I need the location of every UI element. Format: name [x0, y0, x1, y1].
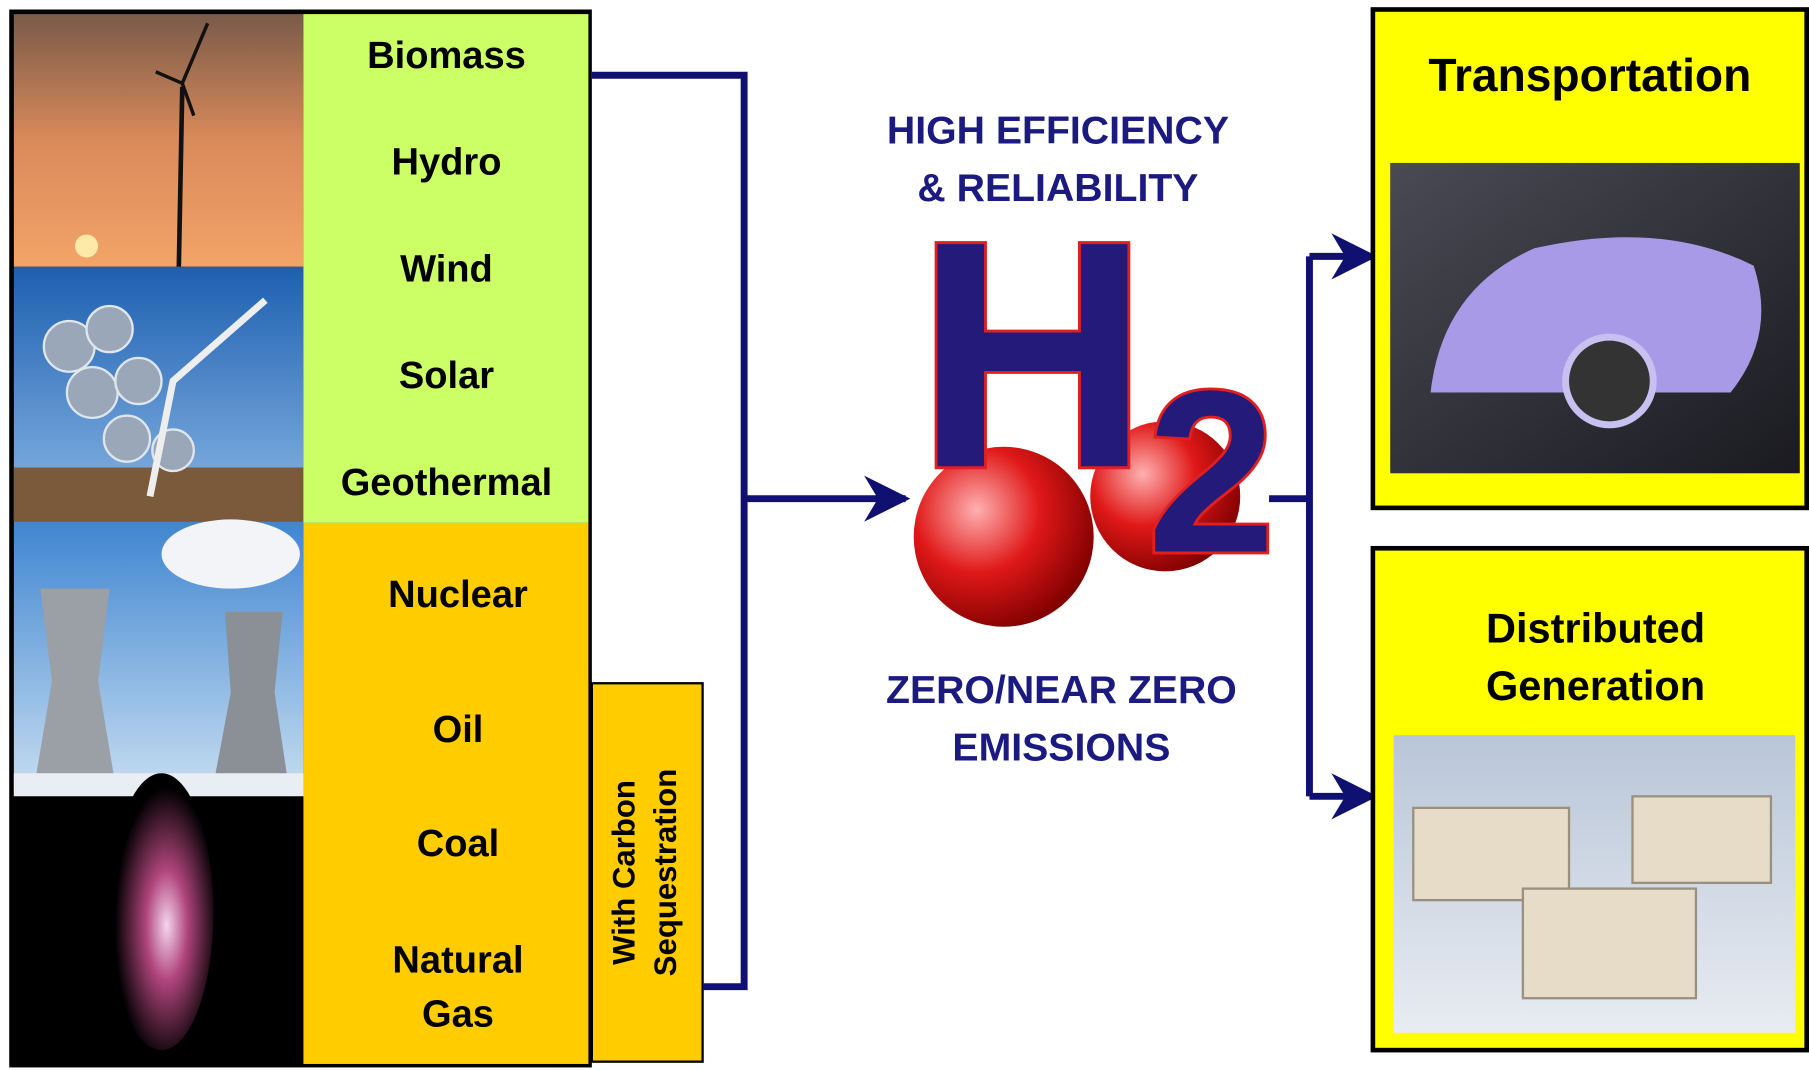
sequestration-label: Sequestration	[648, 769, 683, 977]
benefit-text: HIGH EFFICIENCY	[887, 108, 1229, 152]
sequestration-label: With Carbon	[607, 780, 642, 965]
fossil-label: Gas	[422, 994, 494, 1036]
fossil-label: Natural	[392, 940, 523, 982]
fossil-label: Nuclear	[388, 574, 528, 616]
car-wheel	[1566, 337, 1654, 425]
renewable-label: Geothermal	[341, 462, 553, 504]
output-label: Transportation	[1428, 49, 1751, 101]
source-photos	[14, 14, 304, 1064]
renewable-label: Hydro	[391, 142, 501, 184]
output-label: Generation	[1486, 662, 1705, 709]
page: {"sources": {"renewable": ["Biomass", "H…	[0, 0, 1809, 1070]
fossil-label: Coal	[417, 823, 499, 865]
h2-symbol: H	[916, 175, 1149, 535]
benefit-text: EMISSIONS	[952, 726, 1170, 770]
renewable-label: Solar	[399, 355, 494, 397]
diagram: Biomass Hydro Wind Solar Geothermal Nuclear Oi…	[0, 0, 1809, 1070]
benefit-text: ZERO/NEAR ZERO	[886, 668, 1237, 712]
renewable-label: Biomass	[367, 35, 526, 77]
output-label: Distributed	[1486, 604, 1705, 651]
renewable-label: Wind	[400, 248, 493, 290]
fossil-label: Oil	[433, 709, 484, 751]
h2-subscript: 2	[1147, 343, 1275, 601]
